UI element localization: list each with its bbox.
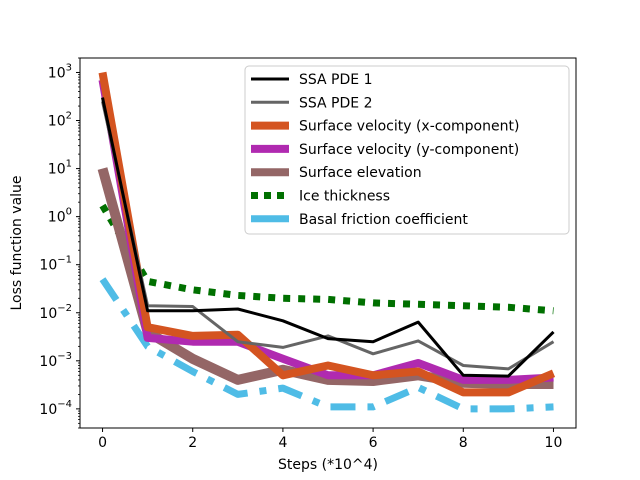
legend-label: Basal friction coefficient (299, 212, 468, 228)
y-tick-label: 10−1 (39, 255, 72, 274)
series-line-basal-friction-coefficient (99, 277, 554, 413)
x-tick-label: 6 (369, 435, 378, 451)
series-line-ice-thickness (99, 203, 554, 315)
series-layer (97, 71, 556, 413)
legend-box (244, 65, 570, 235)
y-axis-label: Loss function value (9, 175, 25, 310)
y-tick-label: 10−2 (39, 303, 72, 322)
legend-label: SSA PDE 2 (299, 95, 373, 111)
y-axis: 10−4 10−3 10−2 10−1 100 101 102 103 (39, 57, 80, 429)
legend: SSA PDE 1 SSA PDE 2 Surface velocity (x-co… (244, 65, 570, 235)
legend-label: Surface elevation (299, 165, 422, 181)
y-tick-label: 103 (48, 62, 72, 81)
x-axis-label: Steps (*10^4) (278, 457, 378, 473)
legend-label: Surface velocity (y-component) (299, 142, 519, 158)
series-line-surface-velocity-y-component (98, 79, 554, 384)
y-tick-label: 101 (48, 159, 72, 178)
y-tick-label: 100 (48, 207, 72, 226)
axes-frame (79, 57, 577, 429)
x-tick-label: 10 (545, 435, 563, 451)
series-line-ssa-pde-2 (101, 101, 555, 371)
legend-label: Surface velocity (x-component) (299, 119, 519, 135)
x-tick-label: 4 (278, 435, 287, 451)
series-line-surface-velocity-x-component (98, 71, 556, 397)
x-tick-label: 0 (98, 435, 107, 451)
y-tick-label: 10−3 (39, 351, 72, 370)
y-tick-label: 10−4 (39, 399, 72, 418)
series-line-ssa-pde-1 (101, 97, 555, 378)
legend-label: Ice thickness (299, 189, 390, 205)
x-tick-label: 2 (188, 435, 197, 451)
x-axis: 0 2 4 6 8 10 (98, 428, 562, 451)
y-tick-label: 102 (48, 111, 72, 130)
x-tick-label: 8 (459, 435, 468, 451)
legend-label: SSA PDE 1 (299, 72, 373, 88)
